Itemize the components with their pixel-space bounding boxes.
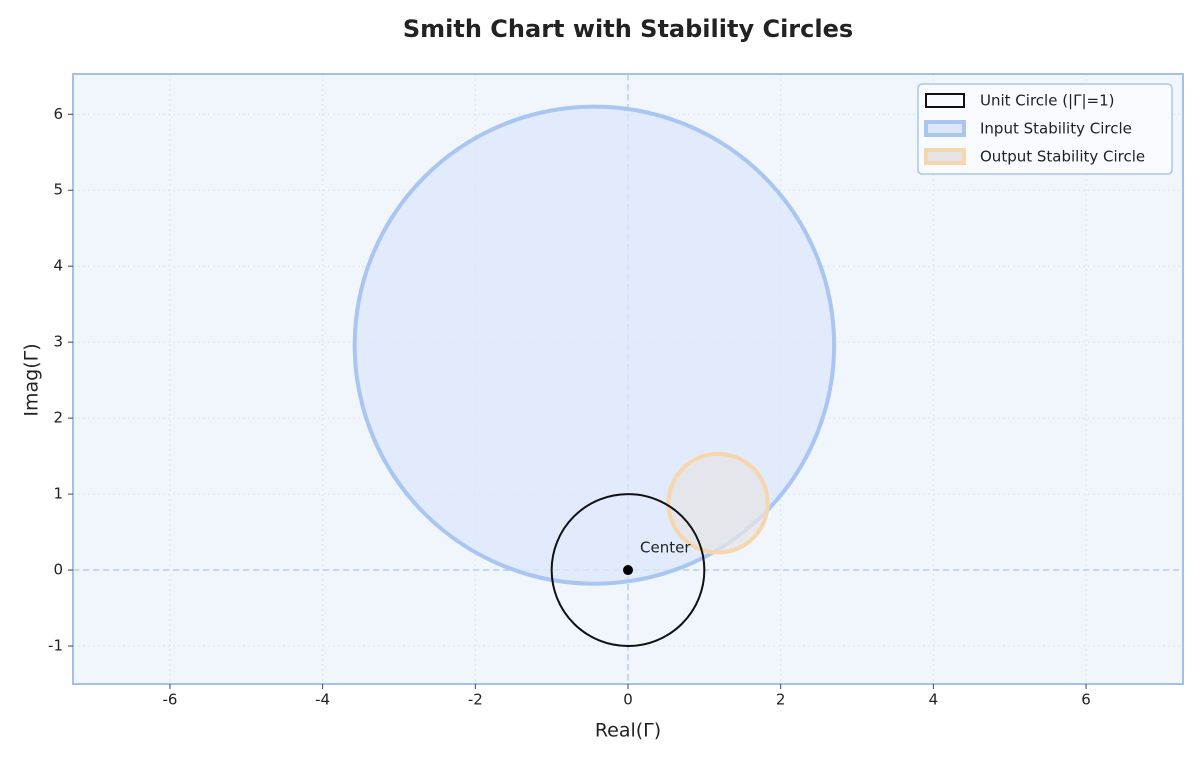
chart-title: Smith Chart with Stability Circles <box>403 15 853 43</box>
y-tick-label: 2 <box>53 409 63 427</box>
y-tick-label: 0 <box>53 561 63 579</box>
circle <box>666 451 770 555</box>
x-tick-label: 4 <box>929 691 939 709</box>
y-tick-label: 5 <box>53 181 63 199</box>
y-tick-label: 6 <box>53 105 63 123</box>
y-tick-label: 1 <box>53 485 63 503</box>
x-tick-label: 0 <box>623 691 633 709</box>
legend-swatch <box>924 120 966 137</box>
legend-label: Output Stability Circle <box>980 148 1145 166</box>
legend-swatch <box>924 148 966 165</box>
x-axis-label: Real(Γ) <box>595 720 661 742</box>
circle <box>550 493 706 648</box>
y-axis-label: Imag(Γ) <box>21 343 43 416</box>
point <box>623 565 633 576</box>
x-tick-label: -6 <box>162 691 177 709</box>
legend-frame <box>917 83 1173 175</box>
x-tick-label: 6 <box>1081 691 1091 709</box>
x-tick-label: 2 <box>776 691 786 709</box>
y-tick-label: -1 <box>48 637 63 655</box>
marks: Center <box>352 104 837 648</box>
legend-label: Input Stability Circle <box>980 120 1132 138</box>
legend: Unit Circle (|Γ|=1) Input Stability Circl… <box>917 83 1173 175</box>
legend-swatch <box>925 93 965 108</box>
y-tick-label: 3 <box>53 333 63 351</box>
legend-label: Unit Circle (|Γ|=1) <box>980 92 1114 110</box>
annotation: Center <box>640 539 691 557</box>
x-tick-label: -4 <box>315 691 330 709</box>
y-tick-label: 4 <box>53 257 63 275</box>
x-tick-label: -2 <box>468 691 483 709</box>
